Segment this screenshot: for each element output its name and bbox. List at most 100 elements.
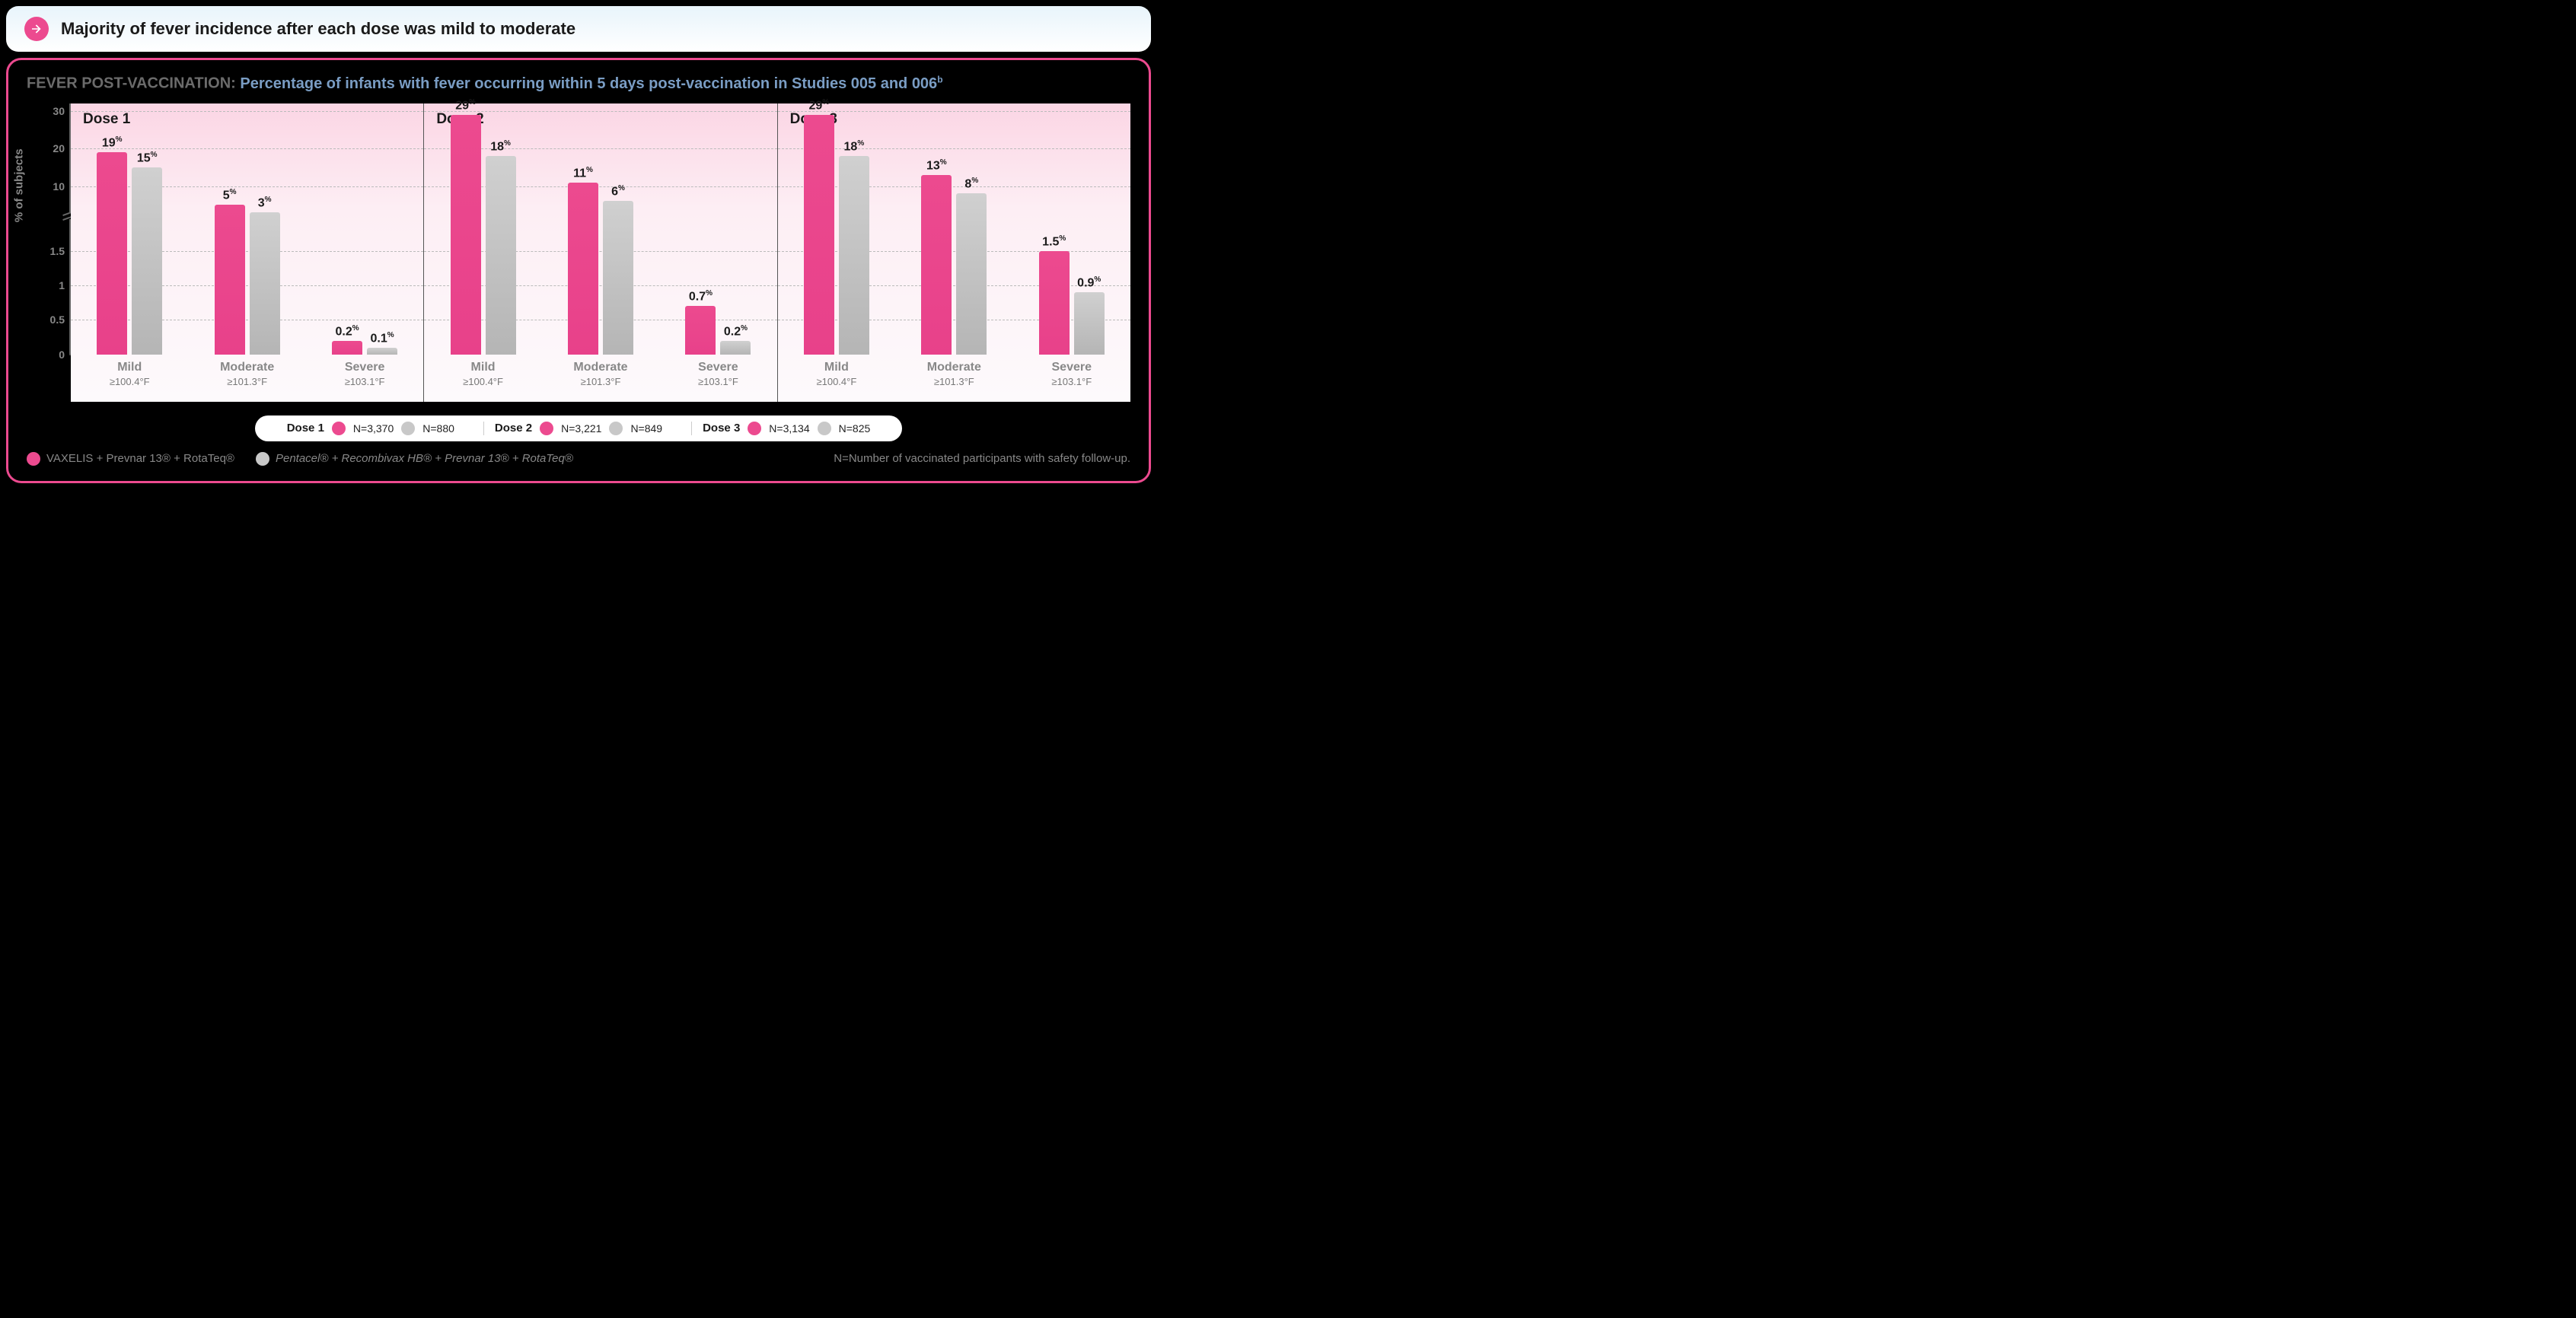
x-category: Moderate≥101.3°F [188,361,305,387]
x-category: Moderate≥101.3°F [542,361,659,387]
y-tick: 1.5 [50,245,65,257]
bar-value-label: 18% [844,139,865,154]
bar-group: 1.5%0.9% [1013,103,1130,355]
x-category: Severe≥103.1°F [1013,361,1130,387]
bar-value-label: 0.7% [689,289,713,304]
plot-area: 19%15%5%3%0.2%0.1% [71,103,423,355]
legend-dot-pink-icon [540,422,553,435]
x-category: Severe≥103.1°F [659,361,776,387]
bar-group: 0.2% 0.1% [306,103,423,355]
y-tick: 20 [53,142,65,154]
bar-value-label: 1.5% [1042,234,1066,249]
chart-panel: Dose 329%18%13%8%1.5%0.9%Mild≥100.4°FMod… [777,103,1130,402]
chart-panel: Dose 119%15%5%3%0.2%0.1%Mild≥100.4°FMode… [71,103,423,402]
bar-series-a: 13% [921,175,952,355]
bar-series-b: 15% [132,167,162,355]
legend-series-a: VAXELIS + Prevnar 13® + RotaTeq® [27,452,234,466]
bar-series-a: 29% [451,115,481,355]
x-category: Mild≥100.4°F [71,361,188,387]
bar-series-b: 8% [956,193,987,354]
bar-series-b: 0.9% [1074,292,1105,355]
legend-dot-gray-icon [401,422,415,435]
bar-series-a: 0.2% [332,341,362,355]
x-category: Moderate≥101.3°F [895,361,1012,387]
bar-value-label: 5% [223,188,237,202]
bar-value-label: 11% [573,166,593,180]
legend-series-b: Pentacel® + Recombivax HB® + Prevnar 13®… [256,452,573,466]
header-banner: Majority of fever incidence after each d… [6,6,1151,52]
bar-value-label: 3% [258,196,272,210]
bar-value-label: 8% [964,177,978,191]
chart-title-prefix: FEVER POST-VACCINATION: [27,75,236,92]
legend-dot-gray-icon [818,422,831,435]
bars-row: 29%18%11%6%0.7%0.2% [424,103,776,355]
y-tick: 0 [59,349,65,361]
bar-series-b: 6% [603,201,633,354]
bar-series-a: 1.5% [1039,251,1070,355]
arrow-right-circle-icon [24,17,49,41]
y-tick: 0.5 [50,314,65,326]
bar-series-b: 18% [486,156,516,355]
y-tick: 10 [53,180,65,193]
legend-n-a: N=3,134 [769,422,809,435]
x-axis-labels: Mild≥100.4°FModerate≥101.3°FSevere≥103.1… [424,361,776,387]
bar-series-a: 0.7% [685,306,716,355]
chart-panel: Dose 229%18%11%6%0.7%0.2%Mild≥100.4°FMod… [423,103,776,402]
bar-value-label: 6% [611,184,625,199]
chart-title-main: Percentage of infants with fever occurri… [240,75,942,92]
bar-value-label: 29% [809,98,830,113]
bar-value-label: 0.2% [336,324,359,339]
bar-series-b: 0.2% [720,341,751,355]
plot-area: 29%18%11%6%0.7%0.2% [424,103,776,355]
bar-group: 5%3% [188,103,305,355]
bar-series-a: 19% [97,152,127,355]
bar-series-a: 11% [568,183,598,355]
legend-dot-gray-icon [609,422,623,435]
legend-dot-pink-icon [332,422,346,435]
bottom-legend: VAXELIS + Prevnar 13® + RotaTeq® Pentace… [27,452,1130,466]
bar-series-b: 3% [250,212,280,354]
legend-n-b: N=849 [630,422,662,435]
bar-group: 11%6% [542,103,659,355]
bar-group: 0.7% 0.2% [659,103,776,355]
x-category: Mild≥100.4°F [424,361,541,387]
x-axis-labels: Mild≥100.4°FModerate≥101.3°FSevere≥103.1… [71,361,423,387]
plot-area: 29%18%13%8%1.5%0.9% [778,103,1130,355]
legend-dot-pink-icon [748,422,761,435]
bar-value-label: 0.2% [724,324,748,339]
legend-segment: Dose 2 N=3,221 N=849 [483,422,673,435]
bar-series-b: 18% [839,156,869,355]
x-axis-labels: Mild≥100.4°FModerate≥101.3°FSevere≥103.1… [778,361,1130,387]
bar-value-label: 29% [455,98,476,113]
bar-series-a: 29% [804,115,834,355]
y-tick: 1 [59,279,65,291]
chart-panels: Dose 119%15%5%3%0.2%0.1%Mild≥100.4°FMode… [71,103,1130,402]
legend-note: N=Number of vaccinated participants with… [834,452,1130,465]
chart-frame: FEVER POST-VACCINATION: Percentage of in… [6,58,1151,483]
chart-title: FEVER POST-VACCINATION: Percentage of in… [27,74,1130,93]
legend-dot-pink-icon [27,452,40,466]
bar-group: 19%15% [71,103,188,355]
legend-n-a: N=3,221 [561,422,601,435]
figure-container: Majority of fever incidence after each d… [0,0,1157,489]
bar-group: 13%8% [895,103,1012,355]
y-tick: 30 [53,105,65,117]
bar-series-a: 5% [215,205,245,354]
bar-group: 29%18% [424,103,541,355]
bar-value-label: 19% [102,135,123,150]
bar-value-label: 18% [490,139,511,154]
legend-segment: Dose 1N=3,370N=880 [276,422,465,435]
legend-segment: Dose 3 N=3,134 N=825 [691,422,881,435]
bar-value-label: 15% [137,151,158,165]
bar-value-label: 13% [926,158,947,173]
chart-area: % of subjects 3020101.510.50 Dose 119%15… [27,103,1130,402]
y-axis: 3020101.510.50 [43,103,71,355]
legend-n-a: N=3,370 [353,422,394,435]
bars-row: 19%15%5%3%0.2%0.1% [71,103,423,355]
bar-value-label: 0.1% [371,331,394,345]
legend-n-b: N=825 [839,422,871,435]
legend-dose-label: Dose 1 [287,422,324,435]
legend-dose-label: Dose 2 [495,422,532,435]
header-text: Majority of fever incidence after each d… [61,19,575,39]
legend-dose-label: Dose 3 [703,422,740,435]
